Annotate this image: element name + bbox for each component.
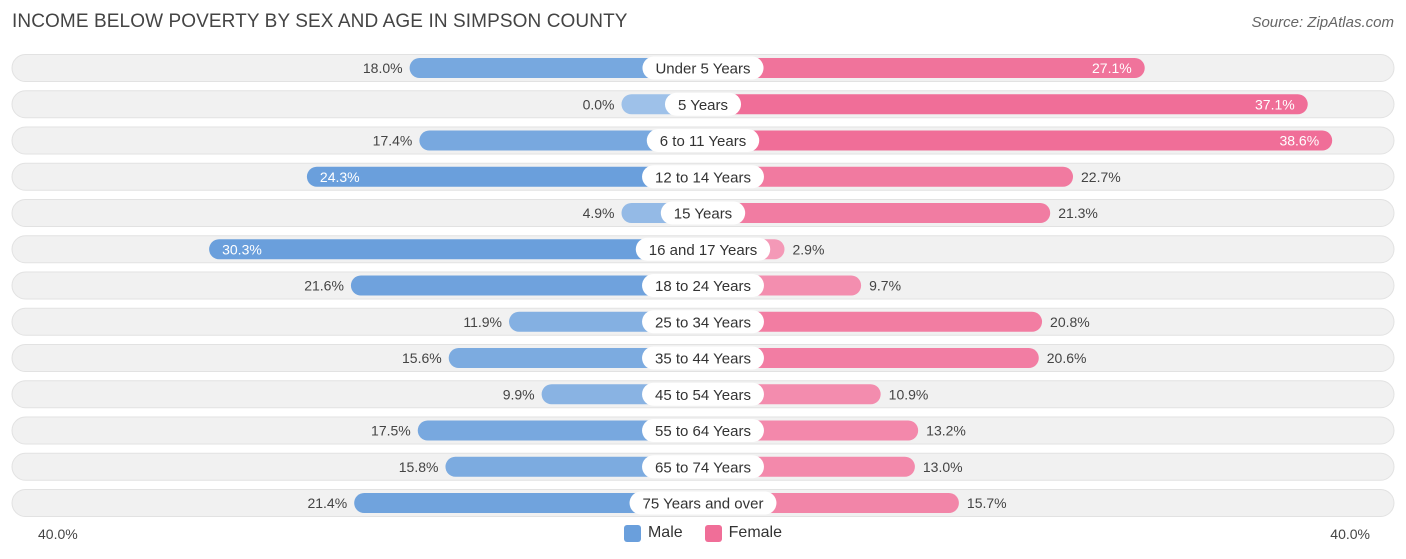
category-label-15-years: 15 Years [674,206,732,223]
category-pill-65-to-74-years [642,455,764,479]
category-pill-35-to-44-years [642,346,764,370]
category-pill-under-5-years [642,56,764,80]
category-pill-12-to-14-years [642,165,764,189]
category-label-18-to-24-years: 18 to 24 Years [655,278,751,295]
category-pill-18-to-24-years [642,274,764,297]
legend-item-male[interactable]: Male [623,524,683,542]
value-label-female-75-years-and-over: 15.7% [967,495,1007,511]
bar-male-12-to-14-years[interactable] [306,166,713,187]
value-label-female-18-to-24-years: 9.7% [869,278,901,294]
value-label-male-35-to-44-years: 15.6% [402,350,442,366]
category-pill-15-years [660,201,746,225]
value-label-male-15-years: 4.9% [583,205,615,221]
bar-female-under-5-years[interactable] [693,58,1145,78]
value-label-male-45-to-54-years: 9.9% [503,386,535,402]
bar-male-55-to-64-years[interactable] [417,420,713,441]
value-label-female-55-to-64-years: 13.2% [926,423,966,439]
legend-label-male: Male [647,524,683,541]
value-label-male-65-to-74-years: 15.8% [399,459,439,475]
value-label-male-25-to-34-years: 11.9% [463,314,502,330]
category-label-25-to-34-years: 25 to 34 Years [655,314,751,331]
value-label-male-under-5-years: 18.0% [363,60,403,76]
category-pill-55-to-64-years [642,419,764,442]
category-label-45-to-54-years: 45 to 54 Years [655,387,751,404]
category-label-6-to-11-years: 6 to 11 Years [660,133,746,150]
legend-label-female: Female [728,524,783,541]
axis-right-label: 40.0% [1330,526,1370,542]
bar-female-15-years[interactable] [693,203,1051,223]
bar-female-12-to-14-years[interactable] [693,166,1074,187]
bar-male-6-to-11-years[interactable] [419,130,713,151]
bar-male-under-5-years[interactable] [409,58,713,78]
category-label-35-to-44-years: 35 to 44 Years [655,351,751,368]
category-label-under-5-years: Under 5 Years [655,61,750,78]
value-label-male-12-to-14-years: 24.3% [320,169,360,185]
category-pill-5-years [664,92,742,116]
category-label-16-and-17-years: 16 and 17 Years [649,242,757,259]
category-label-65-to-74-years: 65 to 74 Years [655,459,751,476]
value-label-female-5-years: 37.1% [1255,96,1295,112]
value-label-female-12-to-14-years: 22.7% [1081,169,1121,185]
bar-female-35-to-44-years[interactable] [693,348,1039,368]
category-label-75-years-and-over: 75 Years and over [643,496,764,513]
value-label-male-6-to-11-years: 17.4% [373,133,413,149]
legend-swatch-female [704,524,722,542]
chart-source: Source: ZipAtlas.com [1251,14,1394,31]
category-label-5-years: 5 Years [678,97,728,114]
legend-swatch-male [623,524,641,542]
bar-male-18-to-24-years[interactable] [350,275,713,296]
bar-male-75-years-and-over[interactable] [354,493,713,513]
value-label-female-35-to-44-years: 20.6% [1047,350,1087,366]
value-label-female-under-5-years: 27.1% [1092,60,1132,76]
value-label-female-6-to-11-years: 38.6% [1279,133,1319,149]
category-pill-75-years-and-over [629,491,777,515]
category-label-12-to-14-years: 12 to 14 Years [655,169,751,186]
category-label-55-to-64-years: 55 to 64 Years [655,423,751,440]
legend-item-female[interactable]: Female [704,524,783,542]
bar-female-6-to-11-years[interactable] [693,130,1333,151]
value-label-male-16-and-17-years: 30.3% [222,241,262,257]
value-label-female-15-years: 21.3% [1058,205,1098,221]
value-label-female-65-to-74-years: 13.0% [923,459,963,475]
bar-male-16-and-17-years[interactable] [209,239,714,260]
value-label-male-18-to-24-years: 21.6% [304,278,344,294]
value-label-female-25-to-34-years: 20.8% [1050,314,1090,330]
bar-female-25-to-34-years[interactable] [693,311,1043,332]
category-pill-25-to-34-years [642,310,764,334]
value-label-male-5-years: 0.0% [583,96,615,112]
value-label-male-75-years-and-over: 21.4% [307,495,347,511]
axis-left-label: 40.0% [38,526,78,542]
value-label-female-45-to-54-years: 10.9% [889,386,929,402]
chart-title: INCOME BELOW POVERTY BY SEX AND AGE IN S… [12,11,628,32]
bar-female-5-years[interactable] [693,94,1308,115]
legend: Male Female [0,524,1406,542]
category-pill-6-to-11-years [646,129,760,152]
value-label-male-55-to-64-years: 17.5% [371,423,411,439]
value-label-female-16-and-17-years: 2.9% [793,241,825,257]
category-pill-16-and-17-years [635,237,771,261]
category-pill-45-to-54-years [642,382,764,406]
